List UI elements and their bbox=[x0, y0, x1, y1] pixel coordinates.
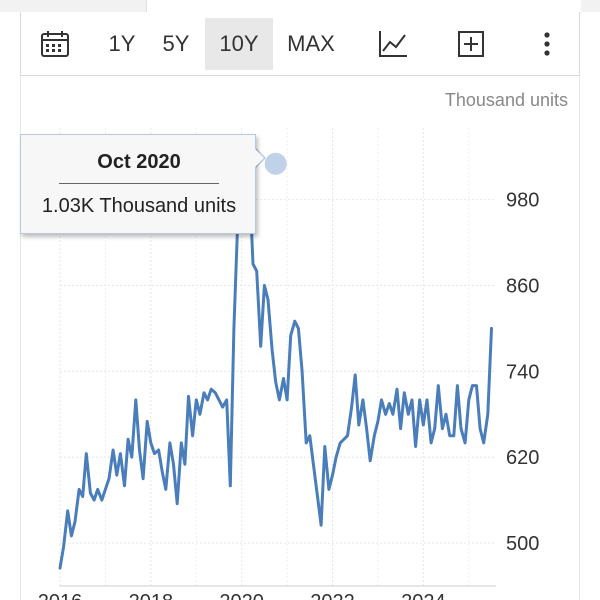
x-axis-ticks: 2016 2018 2020 2022 2024 bbox=[38, 591, 446, 600]
x-tick-label: 2018 bbox=[129, 591, 174, 600]
tooltip-title: Oct 2020 bbox=[97, 151, 181, 173]
y-tick-label: 860 bbox=[506, 275, 539, 297]
range-5y-button[interactable]: 5Y bbox=[162, 31, 190, 56]
range-10y-button[interactable]: 10Y bbox=[205, 18, 273, 70]
highlight-marker bbox=[264, 152, 287, 175]
x-tick-label: 2024 bbox=[401, 591, 446, 600]
y-tick-label: 500 bbox=[506, 533, 539, 555]
plus-box-icon[interactable] bbox=[449, 18, 493, 70]
tooltip-separator bbox=[59, 183, 219, 184]
y-tick-label: 620 bbox=[506, 447, 539, 469]
more-vertical-icon[interactable] bbox=[527, 18, 567, 70]
tooltip-arrow bbox=[254, 148, 264, 168]
chart-frame bbox=[20, 76, 580, 600]
x-tick-label: 2020 bbox=[219, 591, 264, 600]
tooltip-value: 1.03K Thousand units bbox=[41, 195, 237, 217]
line-chart-icon-svg bbox=[379, 31, 407, 57]
y-tick-label: 740 bbox=[506, 361, 539, 383]
series-line bbox=[58, 162, 493, 570]
marker-layer bbox=[264, 152, 287, 175]
y-tick-label: 980 bbox=[506, 190, 539, 212]
calendar-icon-svg bbox=[41, 31, 69, 57]
x-tick-label: 2016 bbox=[38, 591, 83, 600]
line-layer bbox=[58, 162, 493, 570]
x-tick-label: 2022 bbox=[310, 591, 355, 600]
range-max-button[interactable]: MAX bbox=[287, 31, 335, 56]
y-axis-ticks: 500 620 740 860 980 bbox=[506, 190, 539, 556]
calendar-icon[interactable] bbox=[33, 18, 77, 70]
plus-box-icon-svg bbox=[458, 31, 484, 57]
top-strip-segment-left bbox=[0, 0, 16, 12]
line-chart-icon[interactable] bbox=[371, 18, 415, 70]
unit-label: Thousand units bbox=[444, 90, 568, 110]
tooltip: Oct 2020 1.03K Thousand units bbox=[20, 134, 256, 234]
chart-toolbar: 1Y 5Y 10Y MAX bbox=[20, 12, 580, 76]
range-1y-button[interactable]: 1Y bbox=[108, 31, 136, 56]
more-vertical-icon-svg bbox=[544, 32, 550, 56]
